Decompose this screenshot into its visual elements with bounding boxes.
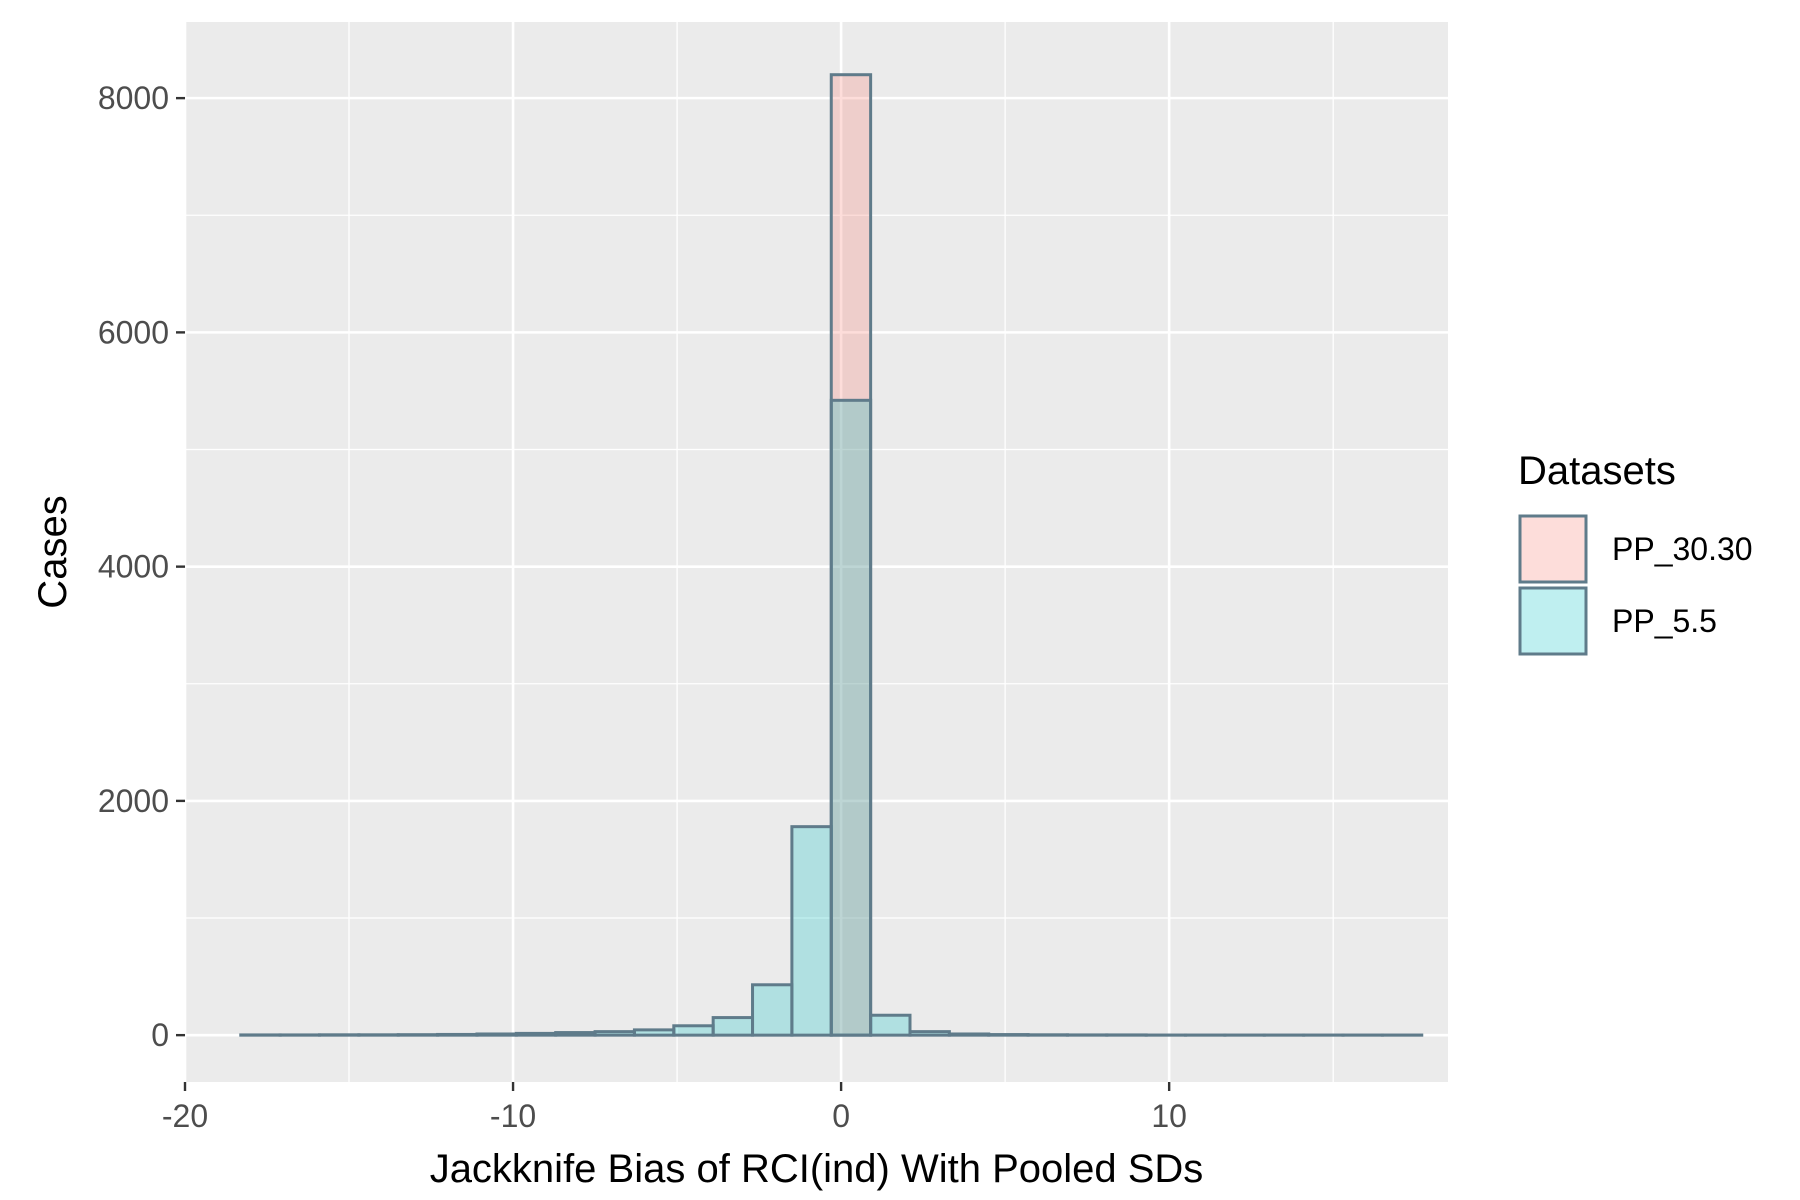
y-tick-label: 8000	[98, 80, 169, 116]
histogram-bars	[239, 73, 1424, 1037]
legend-items: PP_30.30 PP_5.5	[1518, 514, 1753, 656]
plot-panel	[185, 22, 1448, 1082]
y-axis-title: Cases	[31, 495, 75, 608]
y-axis: 0 2000 4000 6000 8000	[98, 80, 185, 1053]
x-axis: -20 -10 0 10	[162, 1082, 1187, 1134]
bar	[554, 1031, 597, 1037]
legend-title: Datasets	[1518, 449, 1676, 493]
legend: Datasets PP_30.30 PP_5.5	[1518, 449, 1753, 656]
x-tick-label: 10	[1151, 1098, 1187, 1134]
y-tick-label: 0	[151, 1017, 169, 1053]
y-tick-label: 6000	[98, 314, 169, 350]
bar	[947, 1032, 991, 1037]
series-PP_5.5	[239, 398, 1424, 1037]
legend-key	[1518, 586, 1588, 656]
x-tick-label: -10	[490, 1098, 536, 1134]
legend-label: PP_5.5	[1612, 603, 1717, 639]
bar	[475, 1032, 518, 1037]
legend-key-background	[1520, 588, 1586, 654]
x-tick-label: -20	[162, 1098, 208, 1134]
bar	[711, 1016, 755, 1037]
bar	[632, 1028, 676, 1037]
y-tick-label: 2000	[98, 783, 169, 819]
bar	[790, 825, 833, 1037]
bar	[436, 1032, 479, 1037]
x-axis-title: Jackknife Bias of RCI(ind) With Pooled S…	[430, 1147, 1204, 1191]
legend-label: PP_30.30	[1612, 531, 1753, 567]
legend-key	[1518, 514, 1588, 584]
bar	[593, 1030, 636, 1037]
minor-gridlines	[185, 22, 1448, 1082]
bar	[987, 1033, 1030, 1037]
bar	[672, 1024, 715, 1037]
bar	[869, 1013, 912, 1037]
x-tick-label: 0	[832, 1098, 850, 1134]
bar	[514, 1031, 558, 1037]
bar	[829, 398, 873, 1037]
major-gridlines	[183, 22, 1448, 1082]
legend-key-background	[1520, 516, 1586, 582]
bar	[908, 1030, 951, 1037]
bar	[751, 983, 794, 1037]
y-tick-label: 4000	[98, 549, 169, 585]
